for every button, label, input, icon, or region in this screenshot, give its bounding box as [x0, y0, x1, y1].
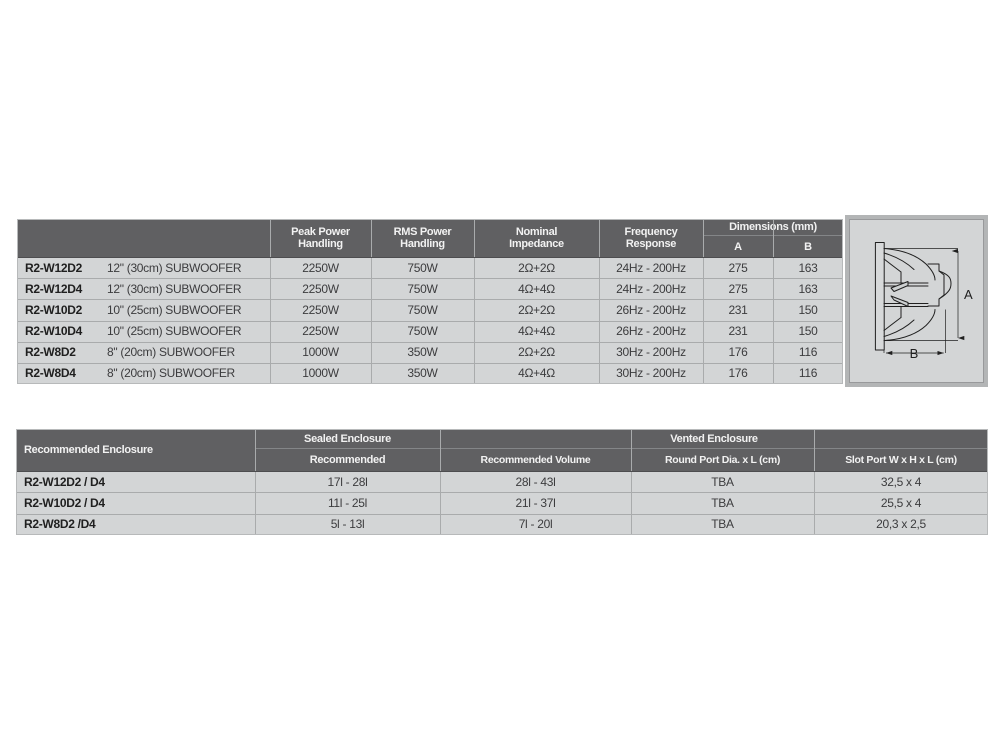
svg-text:B: B [910, 346, 919, 361]
svg-text:A: A [964, 287, 973, 302]
